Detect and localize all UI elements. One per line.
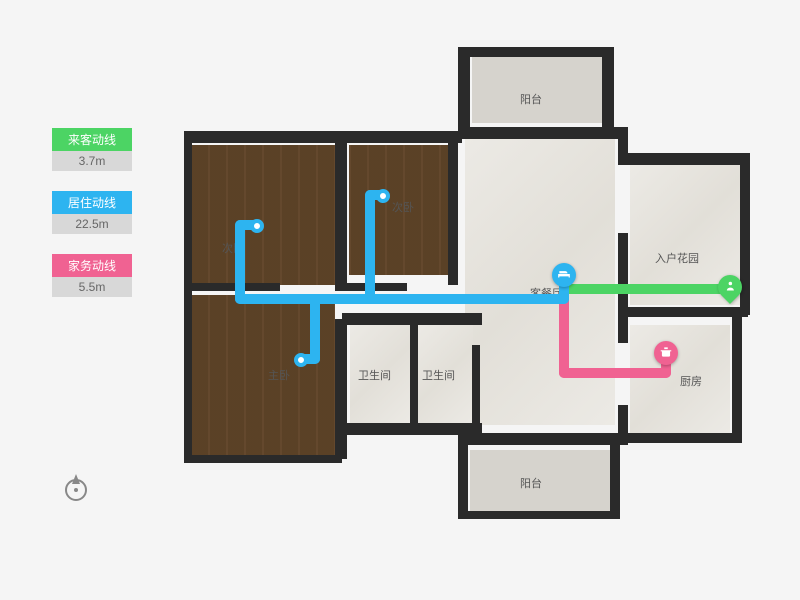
room-label-bath2: 卫生间 (422, 367, 455, 383)
room-label-bath1: 卫生间 (358, 367, 391, 383)
wall (732, 317, 742, 441)
path-endpoint (250, 219, 264, 233)
wall (458, 47, 470, 135)
room-label-master: 主卧 (268, 367, 290, 383)
wall (618, 313, 628, 343)
room-label-garden: 入户花园 (655, 250, 699, 266)
pot-icon (659, 345, 673, 362)
legend-living: 居住动线 22.5m (52, 191, 132, 234)
path-segment (559, 368, 671, 378)
wall (410, 319, 418, 427)
legend-guest-title: 来客动线 (52, 128, 132, 151)
room-label-balcony-top: 阳台 (520, 91, 542, 107)
bed-icon (557, 267, 571, 284)
wall (610, 443, 620, 519)
wall (184, 455, 342, 463)
legend-guest-value: 3.7m (52, 151, 132, 171)
wall (458, 47, 608, 57)
floorplan: 阳台次卧次卧客餐厅入户花园主卧卫生间卫生间厨房阳台 (170, 35, 770, 525)
compass-icon (60, 470, 92, 502)
wall (602, 47, 614, 135)
legend-guest: 来客动线 3.7m (52, 128, 132, 171)
house-marker (654, 341, 678, 365)
path-segment (365, 190, 375, 304)
legend-living-title: 居住动线 (52, 191, 132, 214)
legend-house: 家务动线 5.5m (52, 254, 132, 297)
wall (618, 307, 748, 317)
wall (184, 131, 192, 461)
path-segment (559, 284, 730, 294)
legend: 来客动线 3.7m 居住动线 22.5m 家务动线 5.5m (52, 128, 132, 317)
room-living (465, 135, 615, 425)
room-balcony-top (472, 53, 602, 123)
legend-house-value: 5.5m (52, 277, 132, 297)
wall (458, 433, 628, 445)
path-endpoint (294, 353, 308, 367)
path-endpoint (376, 189, 390, 203)
living-marker (552, 263, 576, 287)
wall (458, 443, 468, 519)
path-segment (235, 220, 245, 304)
wall (335, 319, 347, 459)
wall (335, 135, 347, 283)
person-icon (723, 279, 737, 296)
room-label-bedroom2-right: 次卧 (392, 199, 414, 215)
wall (458, 511, 618, 519)
room-label-balcony-bot: 阳台 (520, 475, 542, 491)
room-label-kitchen: 厨房 (680, 373, 702, 389)
wall (618, 233, 628, 313)
wall (458, 127, 628, 139)
legend-house-title: 家务动线 (52, 254, 132, 277)
wall (448, 135, 458, 285)
wall (618, 153, 748, 165)
room-bedroom2-left (190, 145, 335, 285)
path-segment (235, 294, 569, 304)
wall (184, 131, 462, 143)
wall (472, 345, 480, 433)
wall (184, 283, 280, 291)
legend-living-value: 22.5m (52, 214, 132, 234)
wall (618, 433, 742, 443)
